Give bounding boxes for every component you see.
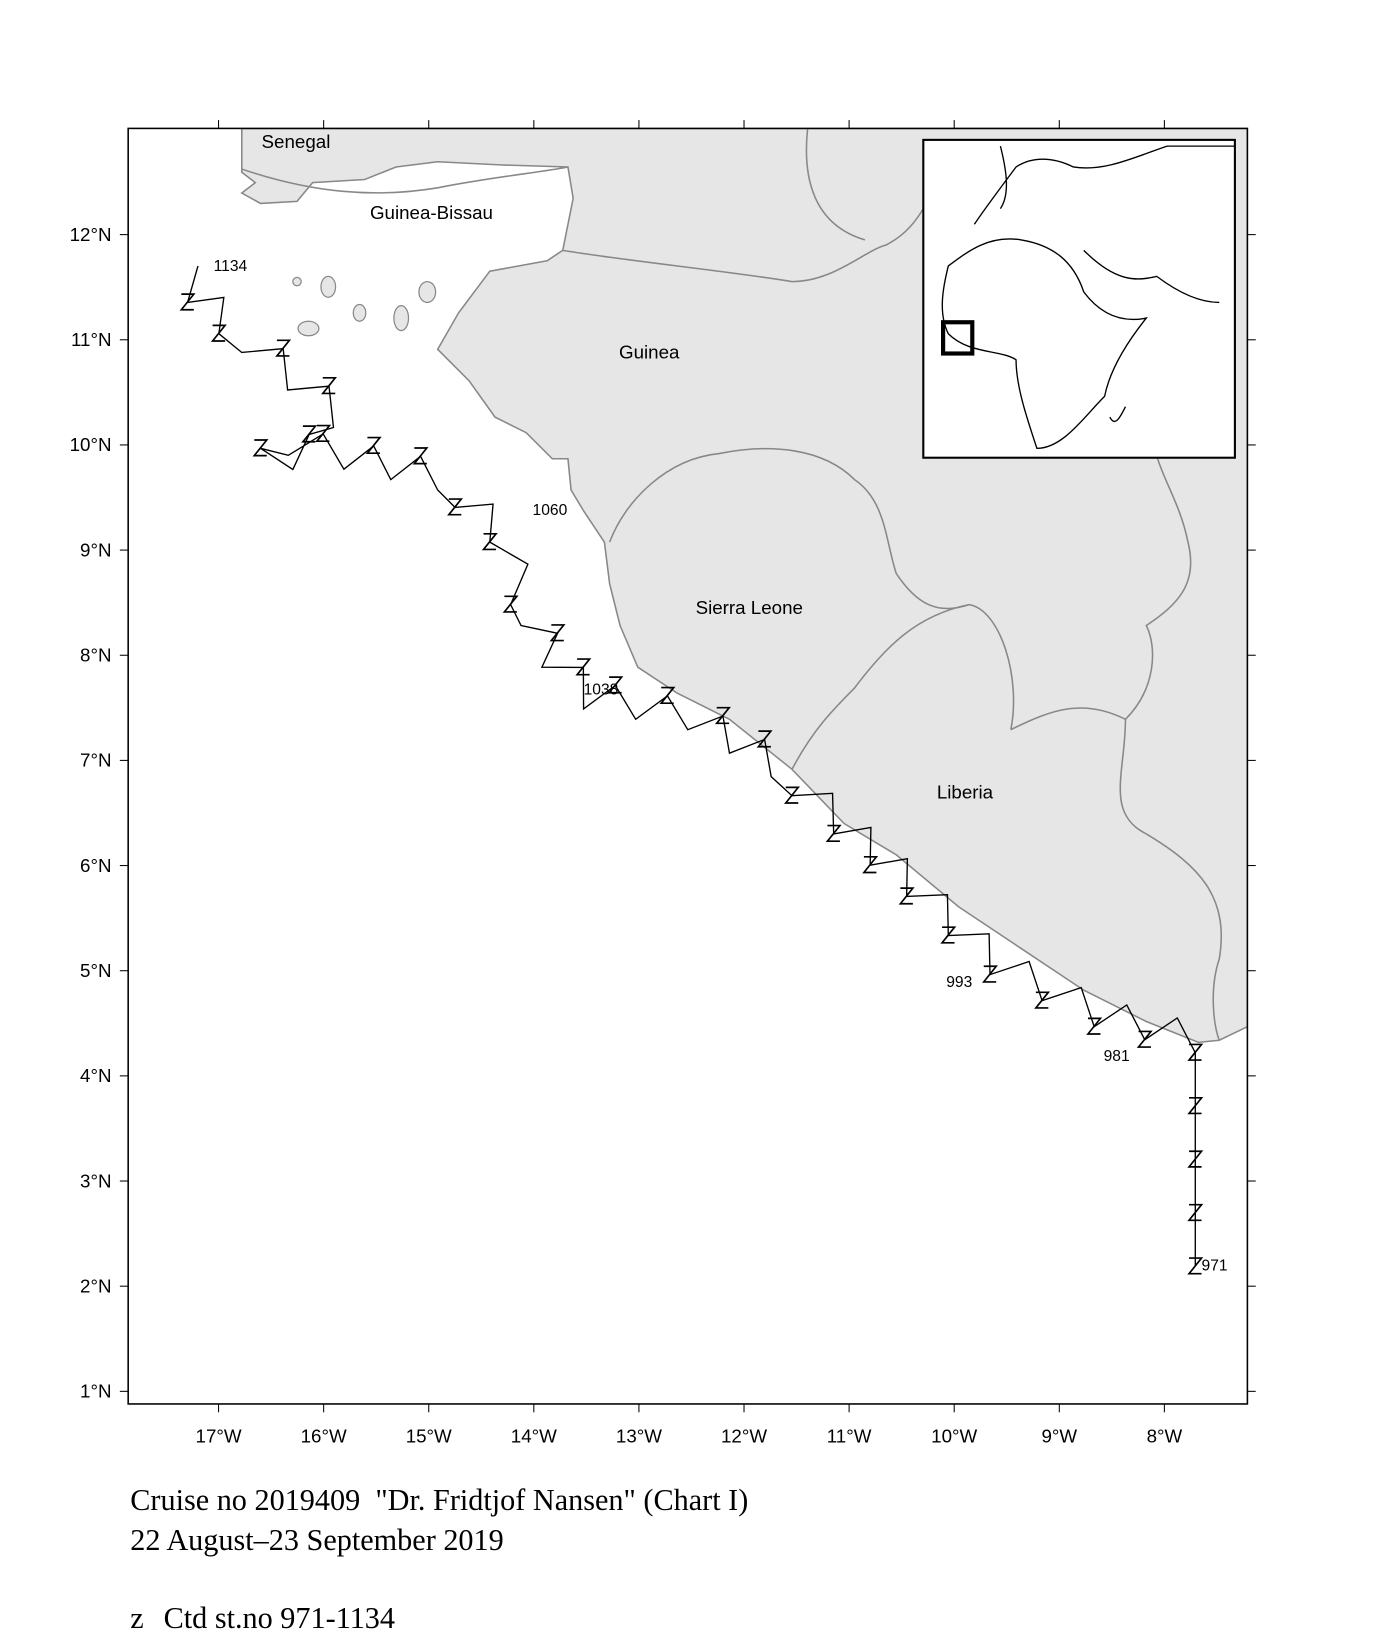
x-tick-label: 9°W: [1041, 1426, 1077, 1447]
inset: [922, 138, 1236, 459]
ctd-station: [862, 856, 879, 874]
ctd-station: [549, 624, 566, 642]
cruise-track: [179, 265, 1204, 1275]
ctd-station: [898, 887, 915, 905]
station-label: 1134: [214, 258, 248, 275]
x-tick-label: 17°W: [196, 1426, 242, 1447]
x-tick-label: 12°W: [721, 1426, 767, 1447]
y-tick-label: 10°N: [70, 434, 112, 455]
ctd-station: [575, 658, 592, 676]
track-line: [186, 265, 1196, 1267]
y-tick-label: 6°N: [80, 855, 111, 876]
ctd-station: [315, 424, 332, 443]
ctd-station: [1136, 1030, 1153, 1048]
station-label: 1060: [533, 502, 568, 519]
ctd-station: [365, 436, 382, 455]
ctd-station: [1187, 1203, 1204, 1222]
ctd-station: [412, 447, 429, 465]
x-tick-label: 8°W: [1147, 1426, 1183, 1447]
ctd-station: [825, 824, 842, 843]
y-tick-label: 3°N: [80, 1170, 111, 1191]
ctd-station: [179, 293, 196, 311]
ctd-station: [502, 595, 519, 613]
y-tick-label: 9°N: [80, 539, 111, 560]
ctd-station: [940, 926, 957, 944]
x-tick-label: 13°W: [616, 1426, 662, 1447]
x-tick-label: 16°W: [301, 1426, 347, 1447]
caption-line-1: Cruise no 2019409 "Dr. Fridtjof Nansen" …: [130, 1483, 748, 1517]
islands: [292, 275, 437, 337]
ctd-station: [1086, 1017, 1103, 1035]
y-tick-label: 11°N: [71, 329, 112, 350]
country-name: Guinea-Bissau: [370, 202, 493, 223]
borders: [241, 128, 1222, 1041]
y-tick-label: 4°N: [80, 1065, 111, 1086]
ctd-station: [607, 676, 624, 694]
country-name: Guinea: [619, 342, 680, 363]
ctd-station: [1187, 1043, 1204, 1061]
ctd-station: [447, 498, 464, 516]
ctd-station: [252, 439, 269, 457]
legend-text: Ctd st.no 971-1134: [164, 1601, 395, 1635]
ctd-station: [1034, 991, 1051, 1009]
y-tick-label: 8°N: [80, 644, 111, 665]
station-label: 993: [946, 974, 972, 991]
country-labels: Senegal Guinea-Bissau Guinea Sierra Leone Li…: [262, 131, 994, 802]
caption-line-2: 22 August–23 September 2019: [130, 1523, 504, 1557]
ctd-station: [301, 425, 318, 443]
y-tick-label: 7°N: [80, 750, 111, 771]
y-tick-label: 2°N: [80, 1275, 111, 1296]
country-name: Senegal: [262, 131, 331, 152]
ctd-station: [481, 532, 498, 551]
station-label: 971: [1202, 1258, 1228, 1275]
map-frame: [127, 127, 1249, 1405]
ctd-station: [210, 324, 227, 342]
y-tick-label: 5°N: [80, 960, 111, 981]
country-name: Sierra Leone: [696, 597, 803, 618]
ctd-station: [659, 686, 676, 705]
ctd-station: [1187, 1150, 1204, 1168]
country-name: Liberia: [937, 781, 994, 802]
legend-symbol: z: [130, 1601, 143, 1635]
ctd-station: [714, 706, 731, 725]
ctd-station: [321, 376, 338, 395]
x-tick-label: 11°W: [827, 1426, 872, 1447]
station-label: 981: [1104, 1048, 1130, 1065]
y-tick-label: 12°N: [70, 224, 112, 245]
x-tick-label: 15°W: [406, 1426, 452, 1447]
ctd-station: [756, 730, 773, 748]
station-label: 1038: [584, 681, 619, 698]
ctd-station: [1187, 1097, 1204, 1115]
station-labels: 1134 1060 1038 993 981 971: [214, 258, 1228, 1274]
ctd-station: [982, 965, 998, 983]
ctd-station: [1187, 1257, 1204, 1275]
y-tick-label: 1°N: [80, 1381, 111, 1402]
x-tick-label: 14°W: [511, 1426, 557, 1447]
ctd-station: [784, 786, 800, 804]
ctd-station: [275, 339, 292, 357]
ticks: 17°W 16°W 15°W 14°W 13°W 12°W 11°W 10°W 9°W 8°W 12…: [70, 120, 1256, 1447]
x-tick-label: 10°W: [931, 1426, 977, 1447]
